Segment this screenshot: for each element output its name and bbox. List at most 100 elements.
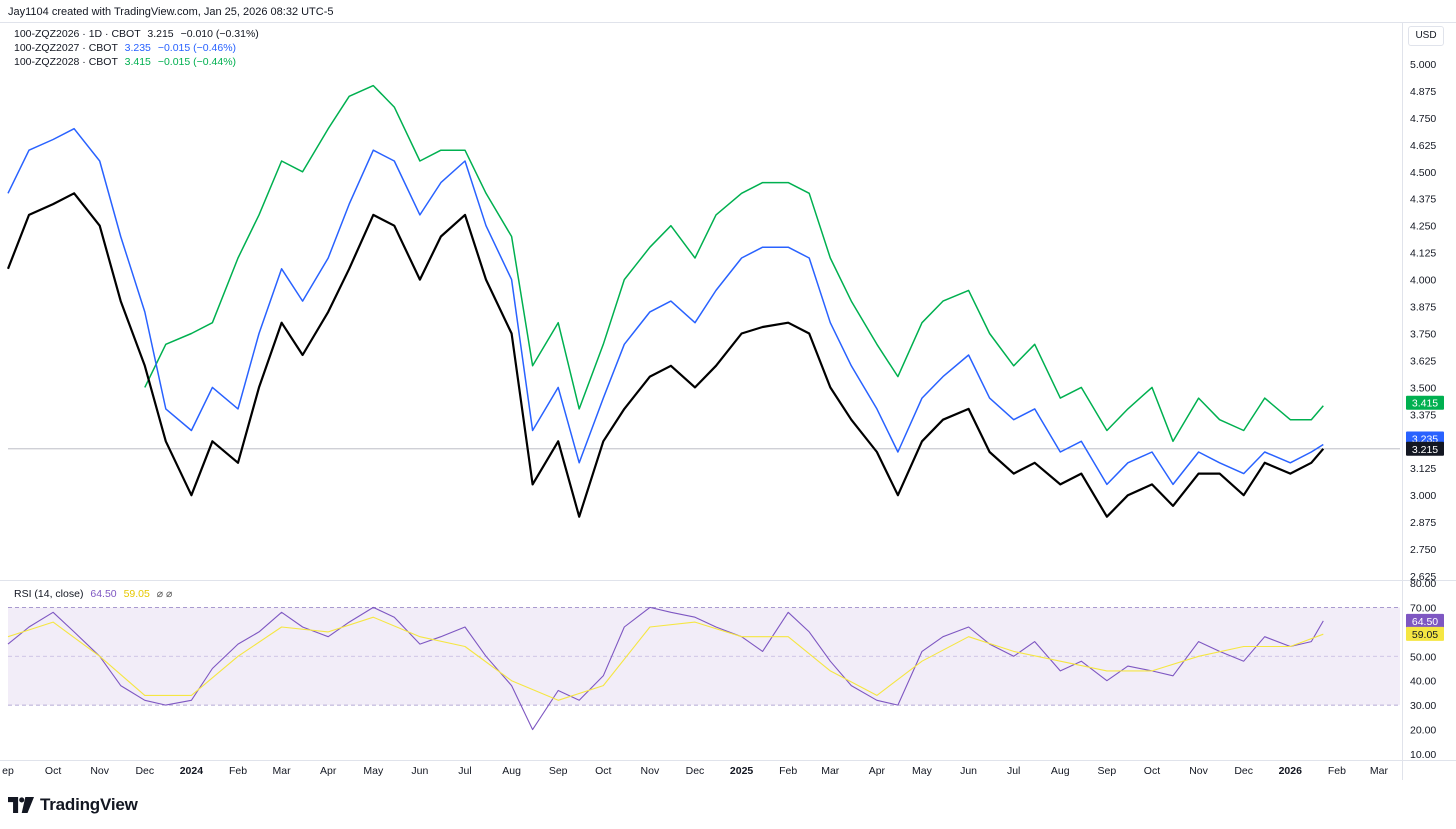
currency-button[interactable]: USD <box>1408 26 1444 46</box>
legend-change: −0.015 (−0.46%) <box>157 42 237 54</box>
legend-row-zqz2026[interactable]: 100-ZQZ2026 · 1D · CBOT 3.215 −0.010 (−0… <box>14 28 259 40</box>
rsi-tick-label: 20.00 <box>1410 725 1436 737</box>
time-tick-label: Aug <box>502 765 521 777</box>
rsi-settings-icons[interactable]: ⌀ ⌀ <box>156 588 173 600</box>
series-line-zqz2027 <box>7 127 1324 486</box>
price-tick-label: 3.875 <box>1410 302 1436 314</box>
price-tick-label: 3.000 <box>1410 490 1436 502</box>
series-line-zqz2026 <box>6 192 1325 518</box>
legend-symbol: 100-ZQZ2027 · CBOT <box>14 42 118 54</box>
time-tick-label: Dec <box>686 765 705 777</box>
time-tick-label: Feb <box>1328 765 1346 777</box>
time-tick-label: Dec <box>1234 765 1253 777</box>
price-tag-rsi: 64.50 <box>1406 613 1444 628</box>
time-tick-label: Apr <box>320 765 337 777</box>
price-tag-box <box>1406 626 1444 641</box>
price-tick-label: 2.750 <box>1410 544 1436 556</box>
price-tick-label: 4.625 <box>1410 140 1436 152</box>
legend-change: −0.015 (−0.44%) <box>157 56 237 68</box>
price-tick-label: 3.750 <box>1410 328 1436 340</box>
rsi-ma-value: 59.05 <box>123 588 150 600</box>
legend-symbol: 100-ZQZ2028 · CBOT <box>14 56 118 68</box>
price-tick-label: 3.625 <box>1410 355 1436 367</box>
price-tag-zqz2028: 3.415 <box>1406 395 1444 410</box>
rsi-band <box>8 607 1400 706</box>
rsi-ma-line <box>7 616 1324 701</box>
time-tick-label: ep <box>2 765 14 777</box>
time-tick-label: 2025 <box>730 765 754 777</box>
rsi-tick-label: 10.00 <box>1410 749 1436 761</box>
time-tick-label: 2026 <box>1279 765 1303 777</box>
price-tag-text: 3.415 <box>1412 398 1438 410</box>
tradingview-brand[interactable]: TradingView <box>8 795 138 815</box>
rsi-tick-label: 50.00 <box>1410 651 1436 663</box>
price-tick-label: 4.250 <box>1410 221 1436 233</box>
rsi-line <box>7 606 1324 731</box>
price-tick-label: 2.875 <box>1410 517 1436 529</box>
price-axis: 5.000 4.875 4.750 4.625 4.500 4.375 4.250 4.125… <box>1410 59 1436 583</box>
time-tick-label: Mar <box>1370 765 1389 777</box>
time-axis: ep Oct Nov Dec 2024 Feb Mar Apr May Jun Jul Aug Sep O… <box>2 765 1388 777</box>
time-tick-label: May <box>912 765 933 777</box>
legend-change: −0.010 (−0.31%) <box>180 28 259 40</box>
time-tick-label: Jul <box>458 765 471 777</box>
rsi-lines <box>7 606 1324 731</box>
price-tag-text: 3.215 <box>1412 444 1438 456</box>
legend-symbol: 100-ZQZ2026 · 1D · CBOT <box>14 28 141 40</box>
rsi-value: 64.50 <box>90 588 117 600</box>
time-tick-label: Nov <box>641 765 660 777</box>
price-tag-box <box>1406 613 1444 628</box>
price-tick-label: 3.125 <box>1410 463 1436 475</box>
price-tick-label: 4.125 <box>1410 248 1436 260</box>
price-tick-label: 4.500 <box>1410 167 1436 179</box>
legend-row-zqz2027[interactable]: 100-ZQZ2027 · CBOT 3.235 −0.015 (−0.46%) <box>14 42 236 54</box>
series-line-zqz2028 <box>144 84 1324 443</box>
price-lines <box>6 84 1400 518</box>
rsi-tick-label: 80.00 <box>1410 578 1436 590</box>
price-tick-label: 5.000 <box>1410 59 1436 71</box>
time-tick-label: Sep <box>549 765 568 777</box>
legend-value: 3.215 <box>147 28 174 40</box>
chart-canvas[interactable]: 5.000 4.875 4.750 4.625 4.500 4.375 4.250 4.125… <box>0 0 1456 790</box>
tradingview-logo-icon <box>8 797 34 813</box>
rsi-label: RSI (14, close) <box>14 588 84 600</box>
credit-line: Jay1104 created with TradingView.com, Ja… <box>8 6 334 18</box>
rsi-legend[interactable]: RSI (14, close) 64.50 59.05 ⌀ ⌀ <box>14 588 172 600</box>
legend-value: 3.415 <box>124 56 151 68</box>
rsi-tick-label: 40.00 <box>1410 676 1436 688</box>
time-tick-label: Jun <box>960 765 977 777</box>
time-tick-label: Jul <box>1007 765 1020 777</box>
legend-value: 3.235 <box>124 42 151 54</box>
time-tick-label: Oct <box>1144 765 1160 777</box>
time-tick-label: Sep <box>1098 765 1117 777</box>
time-tick-label: Nov <box>1189 765 1208 777</box>
price-tag-box <box>1406 395 1444 410</box>
time-tick-label: Mar <box>821 765 840 777</box>
time-tick-label: May <box>363 765 384 777</box>
price-tick-label: 2.625 <box>1410 571 1436 583</box>
price-tick-label: 4.750 <box>1410 113 1436 125</box>
time-tick-label: Dec <box>135 765 154 777</box>
price-tag-text: 64.50 <box>1412 616 1438 628</box>
price-tick-label: 4.375 <box>1410 194 1436 206</box>
time-tick-label: Aug <box>1051 765 1070 777</box>
price-tag-rsi-ma: 59.05 <box>1406 626 1444 641</box>
pane-separators <box>0 22 1456 780</box>
price-tick-label: 3.375 <box>1410 409 1436 421</box>
time-tick-label: Apr <box>869 765 886 777</box>
time-tick-label: Oct <box>45 765 61 777</box>
time-tick-label: Jun <box>411 765 428 777</box>
price-tick-label: 4.875 <box>1410 86 1436 98</box>
rsi-tick-label: 70.00 <box>1410 602 1436 614</box>
price-tick-label: 4.000 <box>1410 275 1436 287</box>
time-tick-label: Mar <box>273 765 292 777</box>
time-tick-label: Nov <box>90 765 109 777</box>
price-tag-box <box>1406 441 1444 456</box>
rsi-tick-label: 30.00 <box>1410 700 1436 712</box>
time-tick-label: Oct <box>595 765 611 777</box>
legend-row-zqz2028[interactable]: 100-ZQZ2028 · CBOT 3.415 −0.015 (−0.44%) <box>14 56 236 68</box>
time-tick-label: Feb <box>779 765 797 777</box>
price-tick-label: 3.500 <box>1410 382 1436 394</box>
